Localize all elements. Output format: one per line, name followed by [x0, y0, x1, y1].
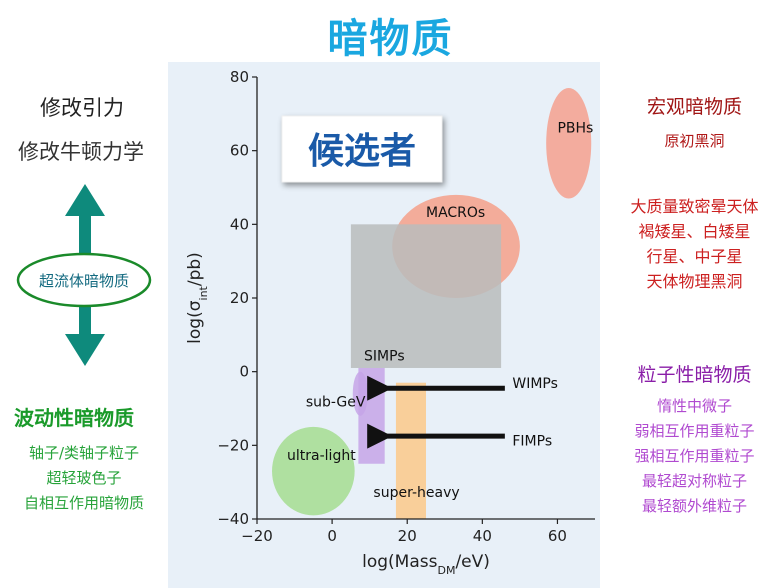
region-ultra-light	[272, 426, 355, 516]
wave-dm-title: 波动性暗物质	[14, 406, 134, 430]
arrow-down-shaft	[79, 300, 91, 340]
compact-item: 天体物理黑洞	[646, 272, 743, 291]
region-label-macros: MACROs	[426, 205, 485, 221]
region-wimps	[358, 367, 385, 383]
superfluid-label: 超流体暗物质	[39, 272, 129, 290]
particle-dm-title: 粒子性暗物质	[637, 364, 752, 386]
dark-matter-chart: −20 0 20 40 60−40−20020406080log(MassDM/eV)l…	[185, 68, 595, 577]
page-title: 暗物质	[327, 16, 454, 62]
wave-item: 轴子/类轴子粒子	[28, 444, 140, 462]
region-label-ultra-light: ultra-light	[287, 448, 356, 464]
compact-item: 褐矮星、白矮星	[638, 222, 751, 241]
y-tick-label: 80	[230, 68, 249, 86]
superfluid-ellipse	[16, 252, 152, 308]
particle-item: 强相互作用重粒子	[634, 447, 755, 465]
region-label-pbhs: PBHs	[557, 120, 593, 136]
region-label-wimps: WIMPs	[512, 376, 558, 392]
x-tick-label: 40	[473, 527, 492, 545]
y-tick-label: 0	[239, 363, 249, 381]
macro-item: 原初黑洞	[664, 132, 725, 150]
y-tick-label: 20	[230, 289, 249, 307]
region-label-sub-gev: sub-GeV	[306, 395, 366, 411]
particle-item: 惰性中微子	[656, 397, 732, 415]
y-tick-label: 40	[230, 215, 249, 233]
x-tick-label: 60	[548, 527, 567, 545]
macro-dm-title: 宏观暗物质	[646, 96, 742, 118]
region-pbhs	[546, 88, 592, 199]
y-tick-label: −20	[217, 436, 249, 454]
arrow-down-icon	[65, 334, 105, 366]
superfluid-diagram: 超流体暗物质	[16, 184, 152, 366]
x-tick-label: 20	[398, 527, 417, 545]
particle-item: 最轻超对称粒子	[641, 472, 747, 490]
mond-label: 修改牛顿力学	[18, 140, 144, 164]
candidates-label: 候选者	[308, 131, 416, 172]
wave-item: 超轻玻色子	[46, 469, 122, 487]
x-axis-label: log(MassDM/eV)	[362, 552, 490, 577]
region-label-fimps: FIMPs	[512, 433, 552, 449]
candidates-box: 候选者	[281, 115, 443, 183]
region-super-heavy	[395, 382, 426, 519]
compact-item: 行星、中子星	[646, 247, 743, 266]
wave-item: 自相互作用暗物质	[23, 494, 144, 512]
particle-item: 最轻额外维粒子	[641, 497, 747, 515]
particle-item: 弱相互作用重粒子	[634, 422, 755, 440]
arrow-up-shaft	[79, 210, 91, 260]
region-label-super-heavy: super-heavy	[373, 485, 459, 501]
y-tick-label: −40	[217, 510, 249, 528]
arrow-up-icon	[65, 184, 105, 216]
compact-title: 大质量致密晕天体	[630, 197, 759, 216]
y-tick-label: 60	[230, 142, 249, 160]
y-axis-label: log(σint/pb)	[185, 252, 210, 344]
region-simps	[350, 224, 502, 368]
x-tick-label: 0	[327, 527, 337, 545]
x-tick-label: −20	[241, 527, 273, 545]
region-label-simps: SIMPs	[364, 349, 405, 365]
modified-gravity-label: 修改引力	[40, 96, 124, 120]
